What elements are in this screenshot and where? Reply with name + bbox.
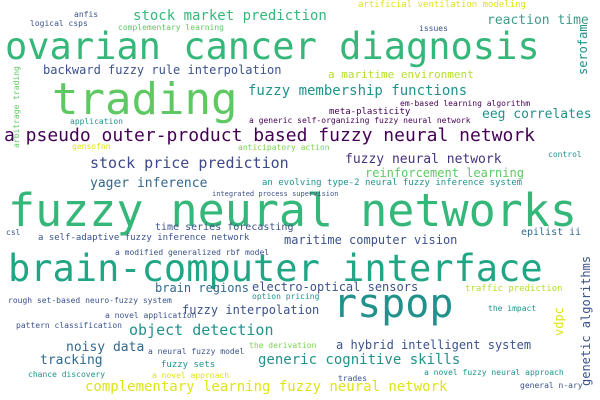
word-stock-market-prediction: stock market prediction	[133, 8, 327, 24]
word-a-pseudo-outer-product-fnn: a pseudo outer-product based fuzzy neura…	[4, 125, 536, 146]
word-vdpc: vdpc	[552, 307, 566, 336]
word-a-novel-application: a novel application	[105, 311, 197, 320]
word-brain-computer-interface: brain-computer interface	[8, 247, 543, 290]
word-genetic-algorithms: genetic algorithms	[579, 255, 593, 386]
word-pattern-classification: pattern classification	[16, 321, 122, 330]
word-complementary-learning-fnn: complementary learning fuzzy neural netw…	[85, 379, 448, 395]
word-traffic-prediction: traffic prediction	[465, 284, 563, 294]
word-a-maritime-environment: a maritime environment	[328, 68, 474, 81]
word-fuzzy-neural-network: fuzzy neural network	[345, 152, 502, 167]
word-reinforcement-learning: reinforcement learning	[365, 166, 524, 180]
word-a-neural-fuzzy-model: a neural fuzzy model	[148, 347, 245, 356]
word-rspop: rspop	[333, 281, 454, 327]
word-time-series-forecasting: time series forecasting	[155, 222, 294, 233]
word-fuzzy-interpolation: fuzzy interpolation	[182, 303, 320, 317]
word-rough-set-neuro-fuzzy-system: rough set-based neuro-fuzzy system	[8, 296, 172, 305]
word-self-adaptive-fuzzy-inference-network: a self-adaptive fuzzy inference network	[38, 233, 250, 243]
word-generic-self-organizing-fnn: a generic self-organizing fuzzy neural n…	[249, 116, 471, 125]
word-anticipatory-action: anticipatory action	[238, 143, 330, 152]
word-fuzzy-membership-functions: fuzzy membership functions	[248, 83, 468, 99]
word-trades: trades	[338, 374, 367, 383]
word-brain-regions: brain regions	[155, 281, 249, 295]
word-integrated-process-supervision: integrated process supervision	[212, 190, 339, 198]
word-serofam: serofam	[576, 24, 590, 75]
word-modified-generalized-rbf-model: a modified generalized rbf model	[115, 248, 270, 257]
word-the-impact: the impact	[488, 304, 537, 313]
word-em-based-learning-algorithm: em-based learning algorithm	[400, 99, 531, 108]
word-generic-cognitive-skills: generic cognitive skills	[258, 352, 461, 368]
word-eeg-correlates: eeg correlates	[482, 107, 592, 122]
word-complementary-learning: complementary learning	[118, 23, 224, 32]
word-tracking: tracking	[40, 353, 103, 368]
word-arbitrage-trading: arbitrage trading	[12, 66, 21, 148]
word-chance-discovery: chance discovery	[28, 370, 106, 379]
word-object-detection: object detection	[129, 321, 274, 339]
word-a-novel-fuzzy-neural-approach: a novel fuzzy neural approach	[424, 368, 564, 377]
word-application: application	[70, 117, 123, 126]
word-meta-plasticity: meta-plasticity	[329, 107, 411, 117]
word-fuzzy-sets: fuzzy sets	[161, 360, 216, 370]
word-artificial-ventilation-modeling: artificial ventilation modeling	[358, 0, 526, 10]
word-evolving-type-2-nfis: an evolving type-2 neural fuzzy inferenc…	[262, 178, 523, 188]
word-noisy-data: noisy data	[66, 340, 145, 355]
word-stock-price-prediction: stock price prediction	[90, 154, 289, 172]
word-logical-csps: logical csps	[30, 19, 88, 28]
word-reaction-time: reaction time	[487, 13, 589, 28]
word-csl: csl	[6, 228, 21, 237]
word-yager-inference: yager inference	[90, 176, 208, 191]
word-a-hybrid-intelligent-system: a hybrid intelligent system	[336, 338, 532, 352]
word-issues: issues	[419, 24, 448, 33]
word-anfis: anfis	[74, 10, 99, 19]
word-ovarian-cancer-diagnosis: ovarian cancer diagnosis	[5, 25, 540, 68]
word-control: control	[548, 150, 582, 159]
word-a-novel-approach: a novel approach	[152, 371, 230, 380]
word-the-derivation: the derivation	[249, 341, 317, 350]
word-maritime-computer-vision: maritime computer vision	[284, 233, 458, 247]
word-electro-optical-sensors: electro-optical sensors	[252, 280, 419, 294]
word-backward-fuzzy-rule-interpolation: backward fuzzy rule interpolation	[43, 63, 282, 77]
word-option-pricing: option pricing	[252, 292, 320, 301]
word-trading: trading	[52, 74, 238, 125]
word-general-n-ary: general n-ary	[520, 381, 583, 390]
word-fuzzy-neural-networks: fuzzy neural networks	[8, 184, 577, 237]
word-epilist-ii: epilist ii	[521, 227, 582, 238]
word-gensofnn: gensofnn	[72, 142, 111, 151]
